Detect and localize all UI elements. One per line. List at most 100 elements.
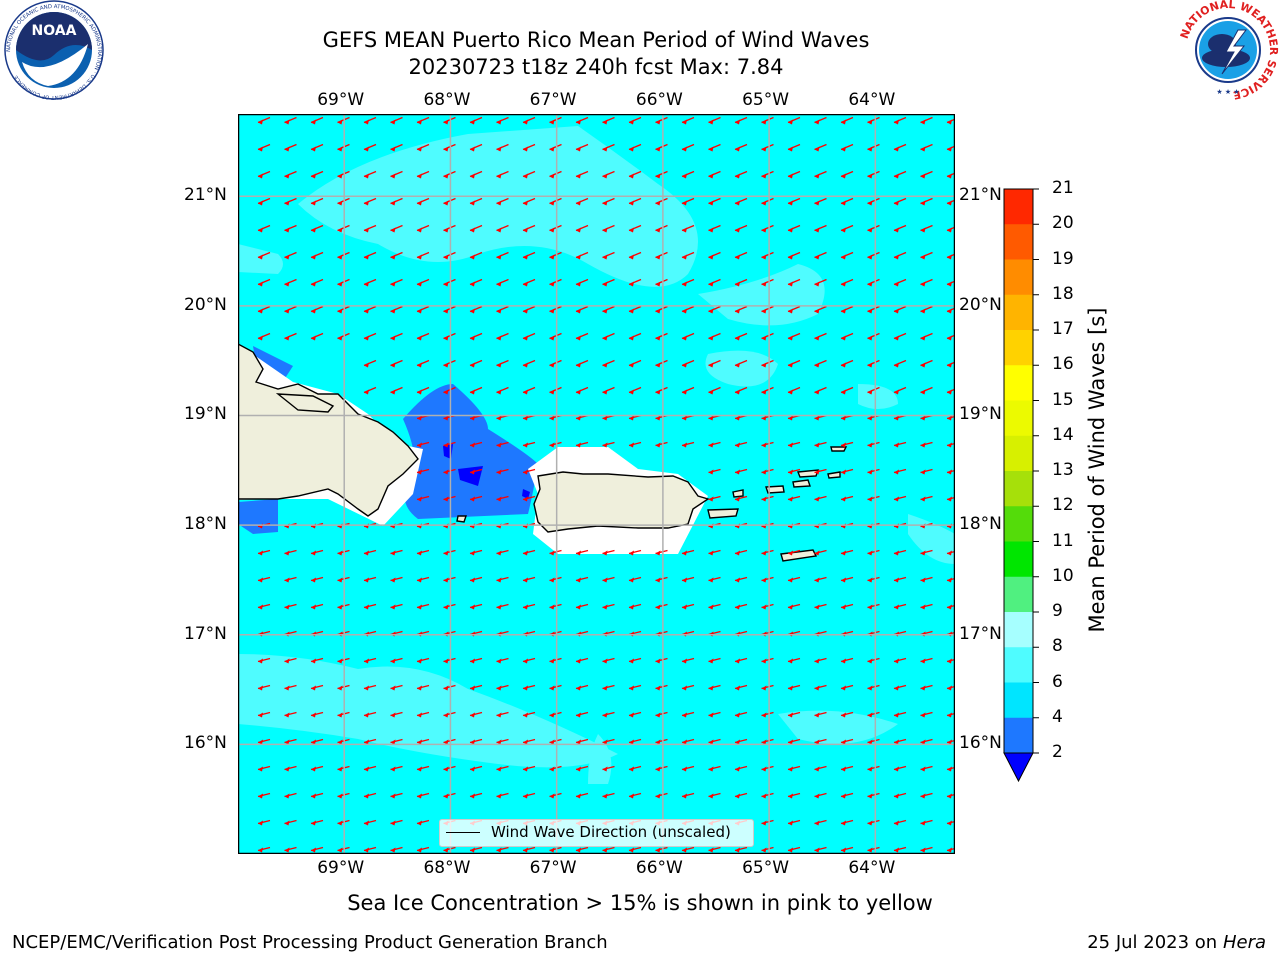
wave-direction-arrow bbox=[284, 738, 297, 745]
wave-direction-arrow bbox=[787, 792, 801, 799]
wave-direction-arrow bbox=[602, 684, 615, 691]
wave-direction-arrow bbox=[628, 603, 642, 610]
wave-direction-arrow bbox=[787, 603, 801, 610]
wave-direction-arrow bbox=[840, 468, 854, 475]
wave-direction-arrow bbox=[363, 332, 377, 341]
wave-direction-arrow bbox=[549, 278, 562, 287]
colorbar-tick-label: 18 bbox=[1052, 283, 1074, 304]
wave-direction-arrow bbox=[284, 251, 297, 260]
wave-direction-arrow bbox=[814, 251, 827, 260]
st-croix bbox=[780, 549, 818, 562]
wave-direction-arrow bbox=[655, 305, 668, 314]
wave-direction-arrow bbox=[575, 386, 589, 395]
lon-tick-bottom: 68°W bbox=[423, 858, 471, 878]
wave-direction-arrow bbox=[628, 711, 642, 718]
wave-direction-arrow bbox=[761, 711, 774, 718]
wave-direction-arrow bbox=[761, 116, 774, 125]
wave-direction-arrow bbox=[920, 224, 933, 233]
wave-direction-arrow bbox=[602, 251, 615, 260]
wave-direction-arrow bbox=[496, 441, 509, 448]
wave-direction-arrow bbox=[363, 549, 377, 556]
wave-direction-arrow bbox=[893, 251, 907, 260]
wave-direction-arrow bbox=[310, 251, 324, 260]
wave-direction-arrow bbox=[946, 280, 955, 287]
colorbar-tick-label: 11 bbox=[1052, 530, 1074, 551]
wave-direction-arrow bbox=[920, 305, 933, 314]
wave-direction-arrow bbox=[946, 307, 955, 314]
wave-direction-arrow bbox=[469, 657, 483, 664]
wave-direction-arrow bbox=[946, 739, 955, 745]
wave-direction-arrow bbox=[602, 332, 615, 341]
colorbar-segment bbox=[1004, 365, 1033, 401]
wave-direction-arrow bbox=[681, 441, 695, 448]
wave-direction-arrow bbox=[443, 711, 456, 718]
wave-direction-arrow bbox=[708, 441, 721, 448]
wave-direction-arrow bbox=[416, 819, 430, 826]
wave-direction-arrow bbox=[867, 278, 880, 287]
wave-direction-arrow bbox=[708, 116, 721, 125]
wave-direction-arrow bbox=[390, 846, 403, 853]
wave-direction-arrow bbox=[840, 576, 854, 583]
wave-direction-arrow bbox=[416, 846, 430, 853]
wave-direction-arrow bbox=[284, 549, 297, 556]
wave-direction-arrow bbox=[840, 386, 854, 395]
wave-direction-arrow bbox=[496, 224, 509, 233]
wave-direction-arrow bbox=[814, 711, 827, 718]
wave-direction-arrow bbox=[761, 846, 774, 853]
wave-direction-arrow bbox=[443, 684, 456, 691]
wave-direction-arrow bbox=[708, 657, 721, 664]
wave-direction-arrow bbox=[893, 143, 907, 152]
wave-direction-arrow bbox=[920, 251, 933, 260]
wave-direction-arrow bbox=[575, 305, 589, 314]
wave-direction-arrow bbox=[416, 116, 430, 125]
wave-direction-arrow bbox=[814, 495, 827, 502]
wave-direction-arrow bbox=[443, 657, 456, 664]
wave-direction-arrow bbox=[284, 657, 297, 664]
wave-direction-arrow bbox=[787, 657, 801, 664]
wave-direction-arrow bbox=[257, 765, 271, 772]
wave-direction-arrow bbox=[390, 224, 403, 233]
wave-direction-arrow bbox=[575, 549, 589, 556]
colorbar-segment bbox=[1004, 435, 1033, 472]
wave-direction-arrow bbox=[257, 116, 271, 125]
wave-direction-arrow bbox=[920, 603, 933, 610]
wave-direction-arrow bbox=[628, 765, 642, 772]
wave-direction-arrow bbox=[575, 657, 589, 664]
wave-direction-arrow bbox=[602, 359, 615, 368]
wave-direction-arrow bbox=[734, 549, 748, 556]
wave-direction-arrow bbox=[893, 170, 907, 179]
wave-direction-arrow bbox=[257, 819, 271, 826]
wave-direction-arrow bbox=[946, 388, 955, 395]
wave-direction-arrow bbox=[628, 116, 642, 125]
wave-direction-arrow bbox=[469, 143, 483, 152]
wave-direction-arrow bbox=[814, 197, 827, 206]
wave-direction-arrow bbox=[787, 278, 801, 287]
wave-direction-arrow bbox=[840, 359, 854, 368]
wave-direction-arrow bbox=[734, 711, 748, 718]
wave-direction-arrow bbox=[761, 549, 774, 556]
wave-direction-arrow bbox=[469, 224, 483, 233]
wave-direction-arrow bbox=[549, 305, 562, 314]
wave-direction-arrow bbox=[814, 116, 827, 125]
wave-direction-arrow bbox=[602, 386, 615, 395]
wave-direction-arrow bbox=[761, 738, 774, 745]
wave-direction-arrow bbox=[496, 792, 509, 799]
wave-direction-arrow bbox=[655, 359, 668, 368]
wave-direction-arrow bbox=[655, 278, 668, 287]
wave-direction-arrow bbox=[893, 278, 907, 287]
wave-direction-arrow bbox=[310, 224, 324, 233]
wave-direction-arrow bbox=[628, 332, 642, 341]
wave-direction-arrow bbox=[681, 549, 695, 556]
wave-direction-arrow bbox=[284, 819, 297, 826]
wave-direction-arrow bbox=[840, 441, 854, 448]
wave-direction-arrow bbox=[549, 251, 562, 260]
wave-direction-arrow bbox=[602, 657, 615, 664]
wave-direction-arrow bbox=[761, 278, 774, 287]
wave-direction-arrow bbox=[761, 251, 774, 260]
wave-direction-arrow bbox=[575, 441, 589, 448]
wave-direction-arrow bbox=[496, 549, 509, 556]
wave-direction-arrow bbox=[496, 197, 509, 206]
wave-direction-arrow bbox=[946, 226, 955, 233]
wave-direction-arrow bbox=[284, 224, 297, 233]
wave-direction-arrow bbox=[257, 251, 271, 260]
